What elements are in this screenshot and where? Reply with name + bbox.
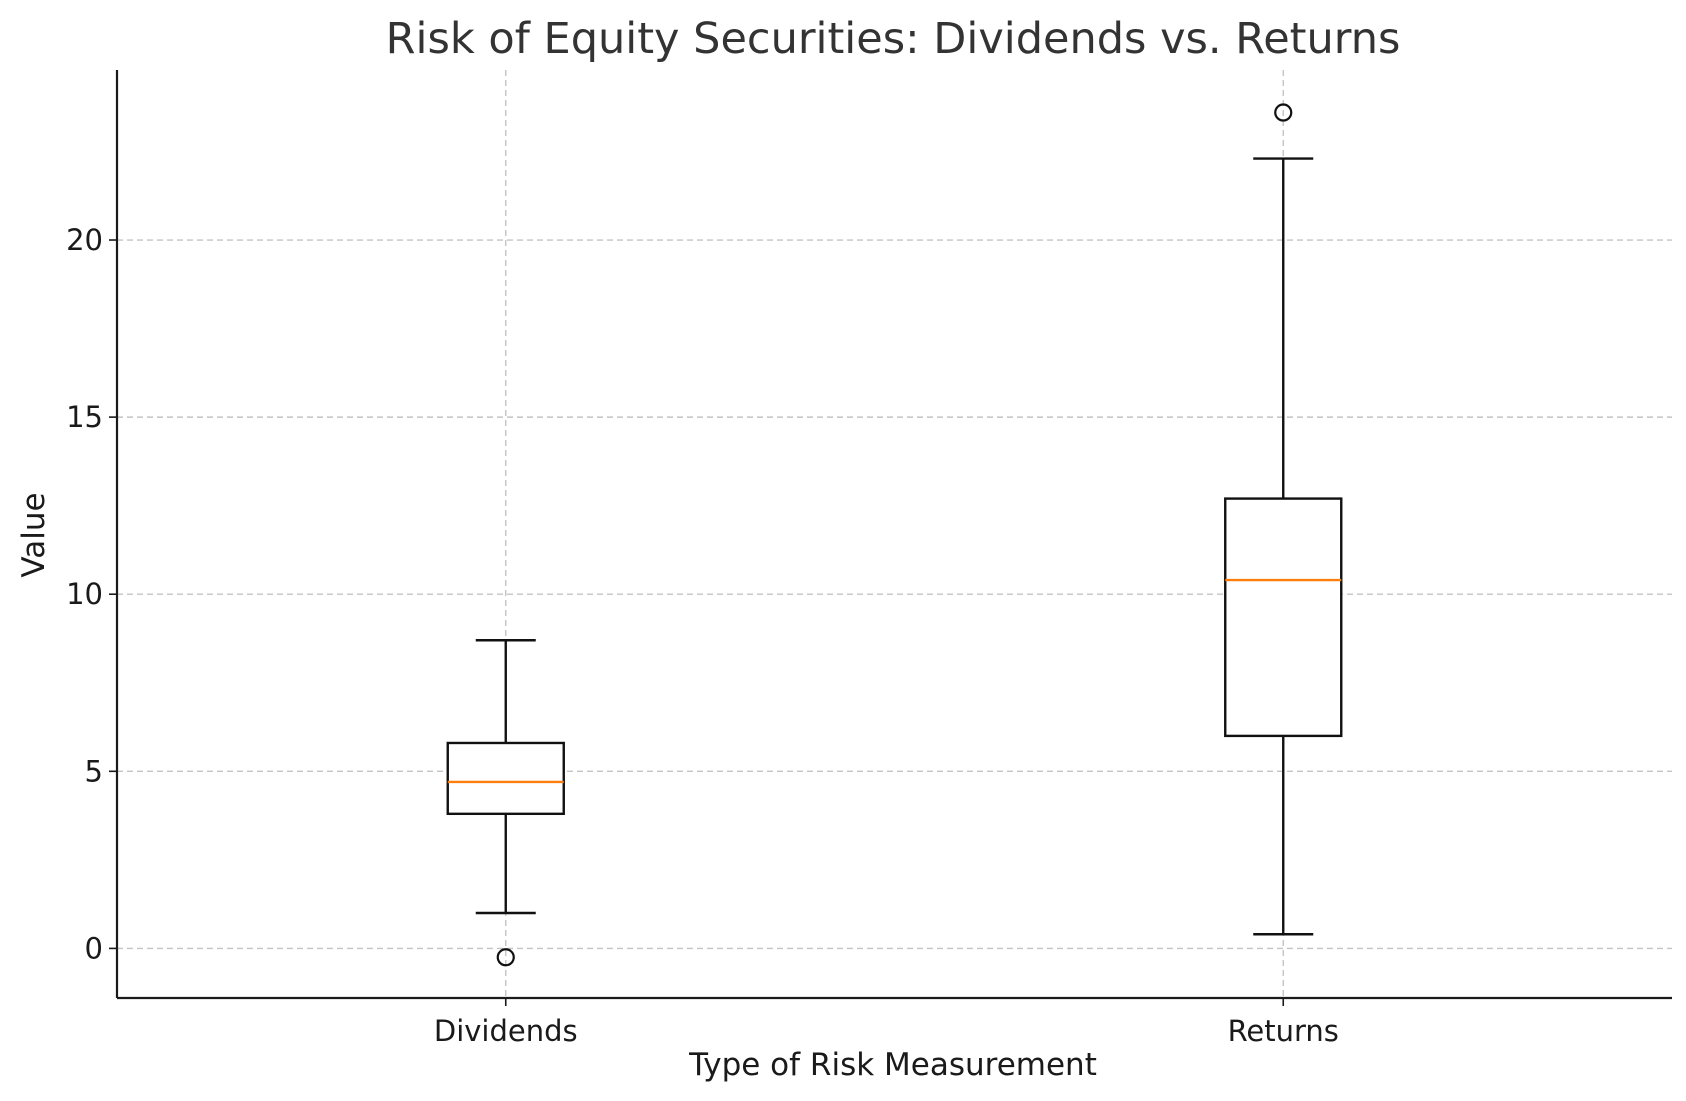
box-group-dividends xyxy=(446,639,565,967)
y-tick-label-15: 15 xyxy=(66,400,103,434)
box-returns xyxy=(1224,497,1343,738)
chart-title: Risk of Equity Securities: Dividends vs.… xyxy=(386,14,1401,64)
box-group-returns xyxy=(1224,103,1343,936)
y-axis-label: Value xyxy=(16,492,52,577)
y-tick-label-0: 0 xyxy=(85,931,103,965)
y-tick-label-5: 5 xyxy=(85,754,103,788)
y-tick-label-20: 20 xyxy=(66,223,103,257)
outlier-dividends-0 xyxy=(496,948,515,967)
y-tick-label-10: 10 xyxy=(66,577,103,611)
axes: 0 5 10 15 20 Dividends Returns xyxy=(66,70,1672,1048)
grid-lines xyxy=(117,70,1672,998)
outlier-returns-0 xyxy=(1274,103,1293,122)
x-tick-label-returns: Returns xyxy=(1228,1014,1339,1048)
plot-area xyxy=(446,103,1343,967)
x-axis-label: Type of Risk Measurement xyxy=(688,1047,1097,1083)
box-dividends xyxy=(446,741,565,816)
x-tick-label-dividends: Dividends xyxy=(434,1014,578,1048)
